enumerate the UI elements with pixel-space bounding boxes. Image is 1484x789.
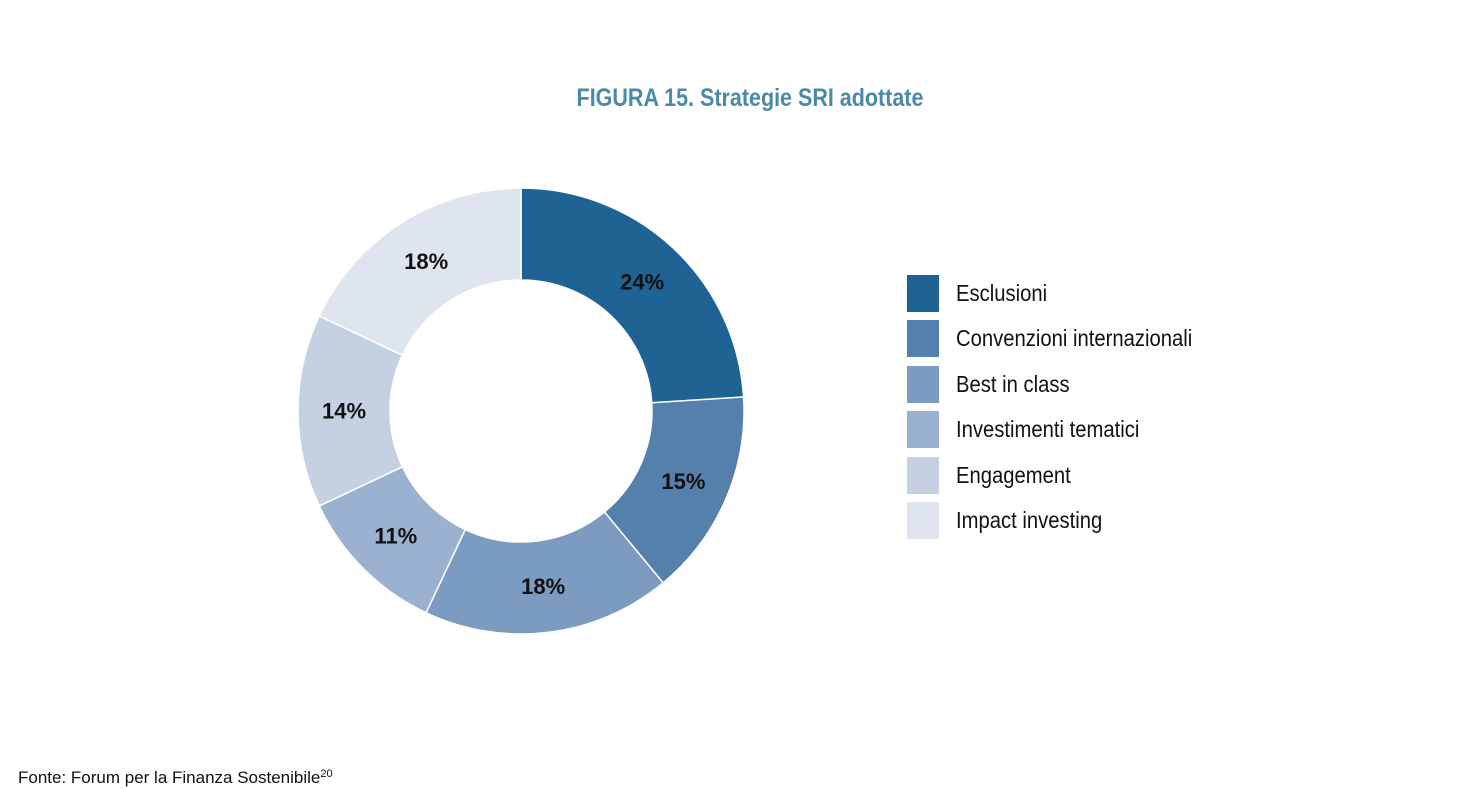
slice-label-5: 14%: [322, 399, 366, 424]
legend-swatch: [907, 501, 939, 539]
legend-swatch: [907, 320, 939, 358]
source-footnote-ref: 20: [320, 768, 333, 780]
source-note: Fonte: Forum per la Finanza Sostenibile2…: [18, 768, 333, 788]
legend-label: Investimenti tematici: [956, 416, 1140, 443]
legend-swatch: [907, 275, 939, 312]
legend-label: Impact investing: [956, 506, 1103, 533]
legend-item: Investimenti tematici: [907, 411, 1225, 449]
slice-label-6: 18%: [404, 249, 448, 274]
legend-label: Esclusioni: [956, 280, 1048, 306]
legend-item: Esclusioni: [907, 275, 1225, 312]
donut-chart: 24% 15% 18% 11% 14% 18%: [297, 187, 745, 635]
legend-swatch: [907, 411, 939, 449]
legend-label: Best in class: [956, 370, 1070, 397]
legend-swatch: [907, 456, 939, 494]
legend-item: Best in class: [907, 365, 1225, 403]
source-text: Fonte: Forum per la Finanza Sostenibile: [18, 768, 321, 787]
legend-swatch: [907, 365, 939, 403]
donut-slice-3: [425, 510, 665, 635]
slice-label-4: 11%: [374, 524, 417, 549]
legend-label: Engagement: [956, 461, 1071, 488]
legend-label: Convenzioni internazionali: [956, 325, 1193, 352]
slice-label-2: 15%: [661, 469, 705, 494]
chart-title: FIGURA 15. Strategie SRI adottate: [576, 84, 924, 112]
donut-slice-6: [318, 187, 522, 357]
legend-item: Convenzioni internazionali: [907, 320, 1225, 358]
slice-label-1: 24%: [620, 269, 664, 294]
legend-item: Impact investing: [907, 501, 1225, 539]
legend-item: Engagement: [907, 456, 1225, 494]
chart-legend: Esclusioni Convenzioni internazionali Best…: [907, 275, 1225, 547]
donut-slice-1: [520, 187, 745, 404]
slice-label-3: 18%: [521, 574, 565, 599]
